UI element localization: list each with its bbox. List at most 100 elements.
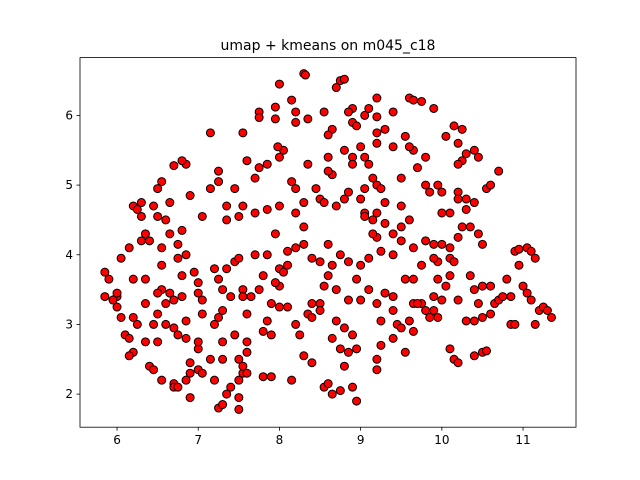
point bbox=[356, 295, 366, 305]
point bbox=[197, 295, 207, 305]
point bbox=[234, 404, 244, 414]
point bbox=[343, 347, 353, 357]
point bbox=[376, 246, 386, 256]
point bbox=[323, 379, 333, 389]
point bbox=[262, 250, 272, 260]
point bbox=[161, 319, 171, 329]
point bbox=[124, 351, 134, 361]
point bbox=[412, 163, 422, 173]
point bbox=[303, 114, 313, 124]
point bbox=[388, 107, 398, 117]
point bbox=[189, 267, 199, 277]
point bbox=[461, 204, 471, 214]
point bbox=[445, 243, 455, 253]
point bbox=[364, 253, 374, 263]
point bbox=[360, 184, 370, 194]
point bbox=[291, 243, 301, 253]
point bbox=[396, 173, 406, 183]
point bbox=[429, 103, 439, 113]
point bbox=[270, 114, 280, 124]
point bbox=[364, 103, 374, 113]
point bbox=[177, 271, 187, 281]
point bbox=[477, 281, 487, 291]
point bbox=[469, 198, 479, 208]
point bbox=[465, 222, 475, 232]
point bbox=[234, 253, 244, 263]
point bbox=[457, 124, 467, 134]
point bbox=[486, 281, 496, 291]
point bbox=[157, 375, 167, 385]
point bbox=[270, 229, 280, 239]
point bbox=[169, 295, 179, 305]
point bbox=[514, 260, 524, 270]
point bbox=[185, 368, 195, 378]
point bbox=[169, 323, 179, 333]
point bbox=[295, 330, 305, 340]
point bbox=[258, 372, 268, 382]
point bbox=[100, 267, 110, 277]
point bbox=[149, 201, 159, 211]
point bbox=[161, 215, 171, 225]
point bbox=[421, 180, 431, 190]
point bbox=[433, 274, 443, 284]
point bbox=[303, 159, 313, 169]
point bbox=[498, 292, 508, 302]
point bbox=[153, 309, 163, 319]
point bbox=[230, 184, 240, 194]
point bbox=[136, 211, 146, 221]
point bbox=[323, 152, 333, 162]
point bbox=[266, 330, 276, 340]
point bbox=[380, 198, 390, 208]
point bbox=[388, 292, 398, 302]
point bbox=[400, 274, 410, 284]
point bbox=[140, 299, 150, 309]
point bbox=[360, 110, 370, 120]
point bbox=[173, 253, 183, 263]
point bbox=[433, 180, 443, 190]
point bbox=[323, 239, 333, 249]
point bbox=[185, 358, 195, 368]
point bbox=[388, 229, 398, 239]
point bbox=[327, 260, 337, 270]
point bbox=[372, 299, 382, 309]
point bbox=[218, 306, 228, 316]
x-tick-label: 8 bbox=[276, 433, 284, 447]
point bbox=[153, 184, 163, 194]
axes-frame bbox=[79, 57, 577, 428]
point bbox=[238, 128, 248, 138]
point bbox=[205, 354, 215, 364]
point bbox=[165, 198, 175, 208]
point bbox=[469, 285, 479, 295]
point bbox=[408, 95, 418, 105]
point bbox=[530, 253, 540, 263]
point bbox=[242, 337, 252, 347]
point bbox=[173, 330, 183, 340]
point bbox=[486, 180, 496, 190]
point bbox=[262, 204, 272, 214]
point bbox=[258, 271, 268, 281]
point bbox=[376, 340, 386, 350]
point bbox=[140, 274, 150, 284]
point bbox=[376, 316, 386, 326]
point bbox=[112, 288, 122, 298]
point bbox=[396, 201, 406, 211]
point bbox=[331, 201, 341, 211]
point bbox=[356, 260, 366, 270]
point bbox=[339, 194, 349, 204]
point bbox=[214, 166, 224, 176]
point bbox=[205, 184, 215, 194]
point bbox=[388, 142, 398, 152]
point bbox=[510, 319, 520, 329]
point bbox=[352, 274, 362, 284]
point bbox=[453, 295, 463, 305]
point bbox=[242, 309, 252, 319]
point bbox=[274, 79, 284, 89]
point bbox=[291, 107, 301, 117]
point bbox=[502, 274, 512, 284]
point bbox=[453, 194, 463, 204]
point bbox=[234, 393, 244, 403]
y-tick-label: 5 bbox=[65, 178, 73, 192]
point bbox=[356, 194, 366, 204]
point bbox=[319, 107, 329, 117]
point bbox=[177, 225, 187, 235]
